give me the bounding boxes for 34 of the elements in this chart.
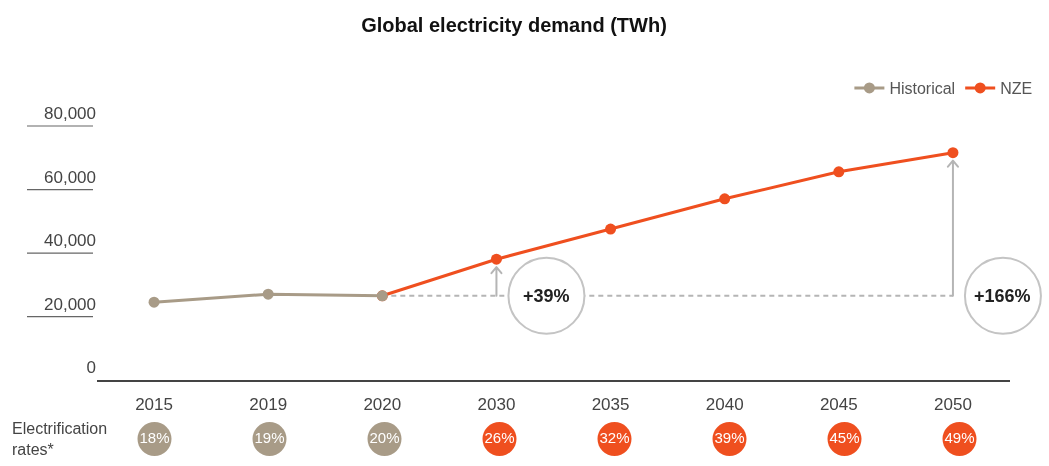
point xyxy=(605,223,617,235)
legend-label: Historical xyxy=(889,80,956,98)
x-tick-label: 2019 xyxy=(249,395,288,415)
category-label: 45% xyxy=(829,428,860,446)
x-tick-label: 2020 xyxy=(363,395,402,415)
y-tick-label: 20,000 xyxy=(44,294,96,314)
category-label: 49% xyxy=(944,428,975,446)
category-label: 26% xyxy=(484,428,515,446)
category-label: 20% xyxy=(369,428,400,446)
x-tick-label: 2030 xyxy=(477,395,516,415)
x-tick-label: 2045 xyxy=(819,395,858,415)
legend-label: NZE xyxy=(1000,80,1033,98)
chart-title: Global electricity demand (TWh) xyxy=(361,14,667,36)
category-label: 39% xyxy=(714,428,745,446)
annotation: +39% xyxy=(523,286,570,306)
y-tick-label: 0 xyxy=(86,358,96,378)
text: Electrification rates* xyxy=(12,420,108,458)
annotation: +166% xyxy=(974,286,1031,306)
y-tick-label: 80,000 xyxy=(44,103,96,123)
y-tick-label: 60,000 xyxy=(44,167,96,187)
x-tick-label: 2050 xyxy=(934,395,972,415)
point xyxy=(490,253,502,265)
point xyxy=(833,166,845,178)
x-tick-label: 2015 xyxy=(135,395,173,415)
category-label: 18% xyxy=(139,428,170,446)
point xyxy=(719,193,731,205)
x-tick-label: 2040 xyxy=(705,395,744,415)
point xyxy=(148,296,160,308)
category-label: 19% xyxy=(254,428,285,446)
x-tick-label: 2035 xyxy=(591,395,630,415)
point xyxy=(262,288,274,300)
y-tick-label: 40,000 xyxy=(44,231,96,251)
category-label: 32% xyxy=(599,428,630,446)
point xyxy=(947,147,959,159)
